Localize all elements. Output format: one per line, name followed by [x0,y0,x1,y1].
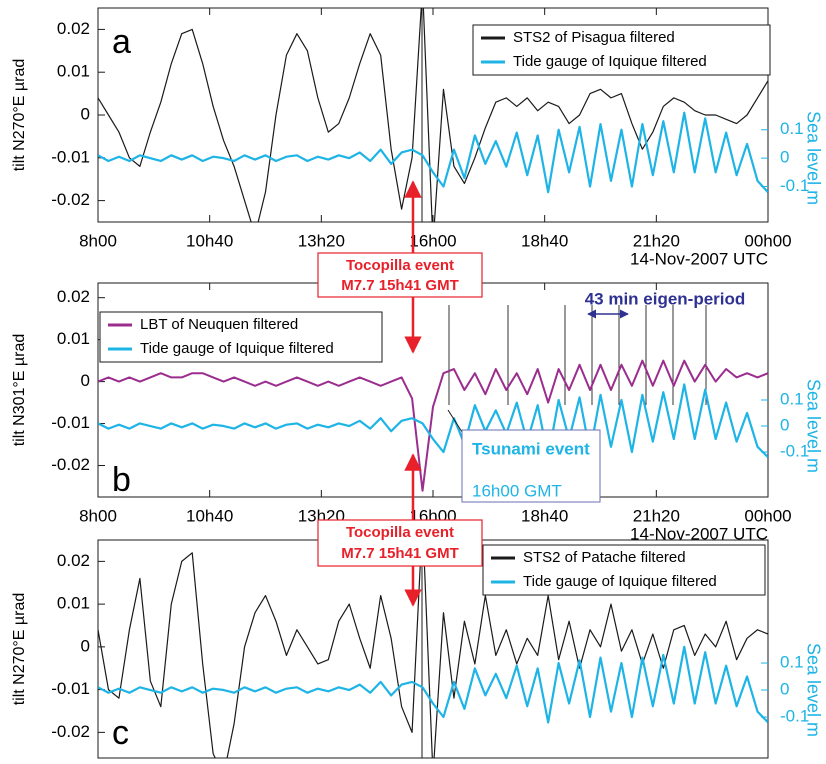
y-tick-label: 0.01 [57,594,90,613]
tsunami-label: Tsunami event [472,439,590,458]
y2-axis-label: Sea level m [803,379,823,473]
y2-tick-label: -0.1 [780,176,809,195]
y2-tick-label: 0 [780,148,789,167]
y-tick-label: 0.02 [57,287,90,306]
y-axis-label: tilt N301°E µrad [11,334,28,447]
annotations: Tocopilla event M7.7 15h41 GMT Tocopilla… [317,180,746,607]
legend-label: Tide gauge of Iquique filtered [513,53,707,70]
event-box [317,252,483,298]
series-line [98,111,768,194]
x-axis-label: 14-Nov-2007 UTC [630,249,768,268]
legend-label: Tide gauge of Iquique filtered [523,573,717,590]
y2-axis-label: Sea level m [803,111,823,205]
y-tick-label: -0.01 [51,147,90,166]
event-label: Tocopilla event [346,524,454,541]
y2-tick-label: 0.1 [780,653,804,672]
series-line [98,540,768,758]
tsunami-box [461,429,601,503]
y-axis-label: tilt N270°E µrad [11,59,28,172]
legend-box [472,24,771,76]
event-label: M7.7 15h41 GMT [341,545,459,562]
y2-tick-label: 0.1 [780,389,804,408]
y2-tick-label: 0 [780,679,789,698]
panel-label: c [112,714,129,752]
y-tick-label: 0.01 [57,62,90,81]
y-axis-label: tilt N270°E µrad [11,593,28,706]
period-label: 43 min eigen-period [585,289,746,308]
tsunami-time: 16h00 GMT [472,481,562,500]
x-axis-label: 14-Nov-2007 UTC [630,524,768,543]
y2-tick-label: -0.1 [780,442,809,461]
pointer [447,409,463,433]
x-tick-label: 13h20 [298,231,345,250]
x-tick-label: 00h00 [744,231,791,250]
legend-label: STS2 of Pisagua filtered [513,29,675,46]
y-tick-label: -0.02 [51,190,90,209]
legend-box [482,544,766,596]
event-label: Tocopilla event [346,257,454,274]
series-line [98,383,768,459]
event-box [317,519,483,567]
y-tick-label: 0 [81,104,90,123]
panel: 0.02 0.01 0 -0.01 -0.02 0.1 0 -0.1 tilt N270°E µ… [11,539,823,759]
y2-tick-label: 0.1 [780,119,804,138]
panel: 0.02 0.01 0 -0.01 -0.02 0.1 0 -0.1 8h00 10h40 13h2… [11,7,823,268]
y-tick-label: 0 [81,636,90,655]
y2-axis-label: Sea level m [803,643,823,737]
event-label: M7.7 15h41 GMT [341,277,459,294]
x-tick-label: 10h40 [186,231,233,250]
series-line [98,645,768,724]
x-tick-label: 18h40 [521,506,568,525]
series-line [98,8,768,222]
x-tick-label: 16h00 [409,231,456,250]
panel-label: b [112,461,131,499]
y-tick-label: 0.02 [57,19,90,38]
y-tick-label: 0.01 [57,329,90,348]
y-tick-label: 0 [81,371,90,390]
y-tick-label: -0.01 [51,413,90,432]
y-tick-label: -0.02 [51,722,90,741]
x-tick-label: 21h20 [633,231,680,250]
legend-label: Tide gauge of Iquique filtered [140,340,334,357]
x-tick-label: 00h00 [744,506,791,525]
legend-label: STS2 of Patache filtered [523,549,686,566]
x-tick-label: 21h20 [633,506,680,525]
x-tick-label: 10h40 [186,506,233,525]
y-tick-label: -0.02 [51,455,90,474]
y2-tick-label: -0.1 [780,706,809,725]
y-tick-label: -0.01 [51,679,90,698]
x-tick-label: 18h40 [521,231,568,250]
legend-box [99,311,383,363]
legend-label: LBT of Neuquen filtered [140,316,298,333]
x-tick-label: 8h00 [79,506,117,525]
panel-label: a [112,23,131,61]
y2-tick-label: 0 [780,415,789,434]
series-line [98,359,768,492]
x-tick-label: 8h00 [79,231,117,250]
y-tick-label: 0.02 [57,551,90,570]
